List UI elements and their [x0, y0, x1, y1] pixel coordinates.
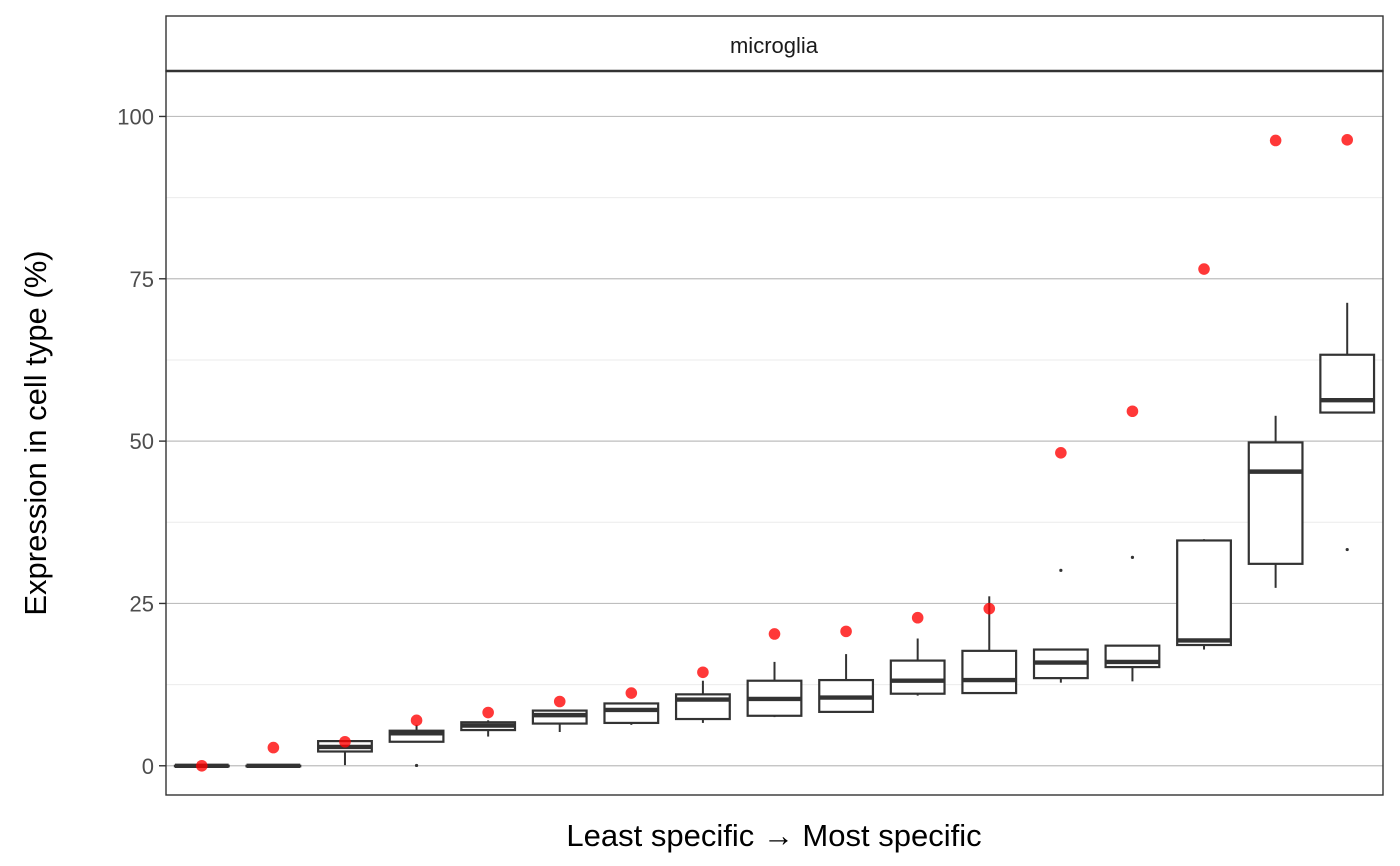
y-tick-label: 100 [117, 104, 154, 129]
highlight-point-5 [482, 706, 494, 719]
y-tick-label: 0 [142, 754, 154, 779]
outlier-point [414, 763, 419, 768]
highlight-point-9 [768, 628, 781, 640]
box-17 [1319, 302, 1376, 552]
box-13 [1032, 568, 1089, 683]
box-iqr [961, 649, 1018, 695]
box-12 [961, 596, 1018, 695]
highlight-point-14 [1126, 405, 1139, 418]
highlight-point-15 [1198, 263, 1210, 275]
y-tick-label: 25 [130, 591, 154, 616]
highlight-point-12 [983, 602, 996, 615]
box-16 [1247, 415, 1304, 588]
highlight-point-16 [1269, 134, 1282, 147]
y-tick-label: 75 [130, 267, 154, 292]
facet-strip [165, 15, 1384, 72]
highlight-point-11 [911, 611, 924, 624]
highlight-point-17 [1341, 134, 1354, 146]
box-2 [245, 763, 302, 768]
highlight-point-3 [339, 735, 351, 748]
box-iqr [889, 659, 946, 695]
highlight-point-6 [553, 695, 566, 708]
box-10 [818, 654, 875, 713]
y-axis-ticks: 0 25 50 75 100 [117, 104, 166, 779]
y-axis-title: Expression in cell type (%) [18, 250, 53, 615]
highlight-point-13 [1055, 447, 1067, 459]
box-8 [674, 680, 731, 723]
boxes-layer [173, 302, 1376, 768]
box-14 [1104, 555, 1161, 682]
y-tick-label: 50 [130, 429, 154, 454]
highlight-point-10 [840, 625, 852, 638]
box-7 [603, 702, 660, 725]
outlier-point [1130, 555, 1135, 559]
box-15 [1176, 539, 1232, 650]
highlight-point-2 [267, 741, 280, 754]
gridlines [166, 115, 1383, 767]
x-axis-title: Least specific → Most specific [566, 818, 981, 853]
highlight-point-7 [625, 687, 638, 699]
box-9 [746, 661, 803, 718]
box-11 [889, 638, 946, 696]
box-6 [531, 709, 588, 733]
box-iqr [388, 729, 445, 743]
highlight-point-1 [195, 759, 208, 772]
highlight-point-8 [697, 666, 709, 679]
box-iqr [1319, 353, 1376, 414]
outlier-point [1345, 547, 1349, 552]
box-iqr [1176, 539, 1232, 647]
outlier-point [1059, 568, 1063, 572]
box-iqr [603, 702, 660, 725]
box-5 [460, 720, 517, 737]
highlight-points-layer [195, 134, 1354, 772]
box-iqr [1247, 441, 1304, 565]
highlight-point-4 [410, 714, 423, 727]
facet-strip-label: microglia [730, 33, 819, 58]
